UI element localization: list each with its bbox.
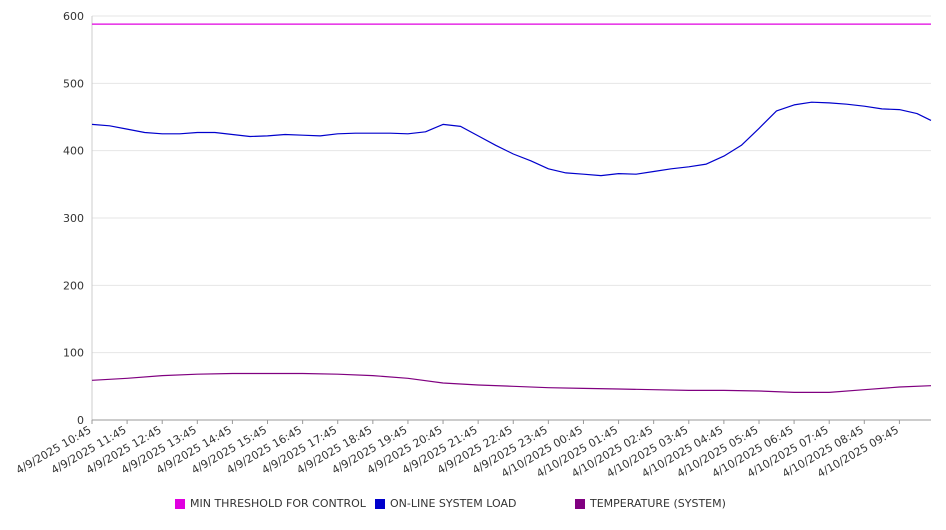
legend-label-online-system-load: ON-LINE SYSTEM LOAD [390, 497, 517, 510]
y-tick-label: 400 [63, 145, 84, 158]
y-tick-label: 300 [63, 212, 84, 225]
y-tick-labels: 0 100 200 300 400 500 600 [63, 10, 84, 427]
legend-swatch-min-threshold [175, 498, 185, 509]
y-tick-label: 200 [63, 279, 84, 292]
series-line-temperature [91, 372, 932, 393]
series-line-online-system-load [91, 101, 932, 177]
x-tick-labels: 4/9/2025 10:454/9/2025 11:454/9/2025 12:… [14, 423, 901, 480]
legend-label-temperature: TEMPERATURE (SYSTEM) [590, 497, 726, 510]
legend-item-online-system-load[interactable]: ON-LINE SYSTEM LOAD [375, 497, 516, 510]
legend-swatch-online-system-load [375, 498, 385, 509]
y-tick-label: 500 [63, 77, 84, 90]
y-tick-label: 100 [63, 347, 84, 360]
series [91, 23, 932, 393]
y-tick-label: 0 [77, 414, 84, 427]
y-tick-label: 600 [63, 10, 84, 23]
legend-item-min-threshold[interactable]: MIN THRESHOLD FOR CONTROL [175, 497, 366, 510]
legend: MIN THRESHOLD FOR CONTROL ON-LINE SYSTEM… [0, 497, 946, 515]
grid [92, 15, 931, 354]
legend-swatch-temperature [575, 498, 585, 509]
axes [91, 16, 931, 424]
legend-item-temperature[interactable]: TEMPERATURE (SYSTEM) [575, 497, 726, 510]
legend-label-min-threshold: MIN THRESHOLD FOR CONTROL [190, 497, 366, 510]
